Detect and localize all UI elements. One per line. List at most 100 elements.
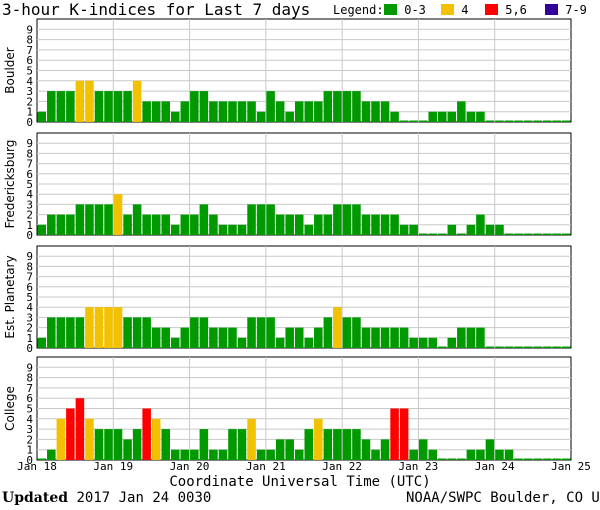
legend-swatch-4: [441, 4, 454, 15]
y-tick-label: 6: [26, 168, 33, 181]
x-tick-label: Jan 20: [170, 460, 210, 473]
k-index-bar: [447, 337, 457, 348]
k-index-bar: [333, 91, 342, 122]
k-index-bar: [132, 204, 142, 235]
k-index-bar: [476, 327, 485, 348]
k-index-bar: [228, 101, 237, 122]
k-index-bar: [85, 204, 94, 235]
k-index-bar: [294, 327, 304, 348]
k-index-bar: [47, 214, 56, 235]
k-index-bar: [361, 439, 371, 460]
k-index-bar: [485, 346, 495, 348]
k-index-bar: [85, 418, 94, 460]
k-index-bar: [371, 449, 380, 460]
k-index-bar: [457, 101, 466, 122]
k-index-bar: [294, 449, 304, 460]
y-tick-label: 0: [26, 342, 33, 355]
updated-stamp: Updated 2017 Jan 24 0030: [2, 490, 211, 506]
k-index-bar: [209, 449, 218, 460]
k-index-bar: [294, 214, 304, 235]
k-index-bar: [409, 224, 418, 235]
k-index-bar: [285, 214, 294, 235]
k-index-bar: [380, 439, 390, 460]
k-index-bar: [466, 224, 476, 235]
k-index-bar: [542, 120, 552, 122]
k-index-bar: [314, 418, 323, 460]
k-index-bar: [333, 429, 342, 460]
k-index-bar: [390, 214, 399, 235]
k-index-bar: [132, 429, 142, 460]
x-tick-label: Jan 23: [399, 460, 439, 473]
y-tick-label: 5: [26, 65, 33, 78]
k-index-bar: [495, 224, 504, 235]
panel-label-boulder: Boulder: [3, 47, 17, 94]
k-index-bar: [113, 194, 123, 235]
y-tick-label: 5: [26, 291, 33, 304]
k-index-bar: [237, 337, 247, 348]
k-index-bar: [218, 224, 228, 235]
y-tick-label: 1: [26, 332, 33, 345]
k-index-bar: [66, 214, 75, 235]
k-index-bar: [132, 80, 142, 122]
k-index-bar: [56, 214, 66, 235]
k-index-bar: [56, 91, 66, 122]
k-index-bar: [94, 429, 104, 460]
k-index-bar: [190, 91, 199, 122]
k-index-bar: [390, 408, 399, 460]
y-tick-label: 2: [26, 95, 33, 108]
k-index-bar: [228, 429, 237, 460]
y-tick-label: 4: [26, 75, 33, 88]
y-tick-label: 6: [26, 392, 33, 405]
k-index-bar: [37, 337, 47, 348]
k-index-bar: [438, 111, 447, 122]
k-index-bar: [561, 120, 571, 122]
k-index-bar: [561, 458, 571, 460]
x-tick-label: Jan 24: [475, 460, 515, 473]
k-index-bar: [151, 101, 161, 122]
k-index-bar: [333, 307, 342, 348]
k-index-bar: [142, 214, 151, 235]
k-index-bar: [123, 439, 132, 460]
updated-value: 2017 Jan 24 0030: [76, 490, 212, 506]
panel-label-est-planetary: Est. Planetary: [3, 255, 17, 338]
k-index-bar: [399, 120, 409, 122]
k-index-bar: [285, 327, 294, 348]
k-index-bar: [533, 120, 542, 122]
k-index-bar: [438, 458, 447, 460]
y-tick-label: 2: [26, 433, 33, 446]
k-index-bar: [190, 317, 199, 348]
k-index-bar: [37, 111, 47, 122]
k-index-bar: [256, 204, 266, 235]
y-tick-label: 9: [26, 361, 33, 374]
x-tick-label: Jan 19: [93, 460, 133, 473]
k-index-bar: [504, 120, 514, 122]
k-index-bar: [94, 91, 104, 122]
k-index-bar: [123, 214, 132, 235]
k-index-bar: [457, 458, 466, 460]
source-credit: NOAA/SWPC Boulder, CO USA: [406, 490, 600, 506]
k-index-bar: [228, 327, 237, 348]
k-index-bar: [142, 408, 151, 460]
k-index-bar: [390, 111, 399, 122]
y-tick-label: 5: [26, 403, 33, 416]
k-index-bar: [104, 91, 113, 122]
k-index-bar: [132, 317, 142, 348]
k-index-bar: [199, 204, 209, 235]
k-index-bar: [66, 91, 75, 122]
k-index-bar: [476, 111, 485, 122]
chart-title: 3-hour K-indices for Last 7 days: [2, 0, 311, 19]
k-index-bar: [380, 101, 390, 122]
k-index-bar: [476, 214, 485, 235]
k-index-bar: [228, 224, 237, 235]
k-index-bar: [476, 449, 485, 460]
k-index-bar: [457, 327, 466, 348]
k-index-bar: [256, 317, 266, 348]
k-index-bar: [447, 458, 457, 460]
legend-label-0-3: 0-3: [404, 3, 426, 17]
y-tick-label: 3: [26, 85, 33, 98]
k-index-bar: [409, 449, 418, 460]
k-index-bar: [161, 429, 170, 460]
k-index-bar: [352, 429, 361, 460]
y-tick-label: 8: [26, 147, 33, 160]
k-index-bar: [390, 327, 399, 348]
